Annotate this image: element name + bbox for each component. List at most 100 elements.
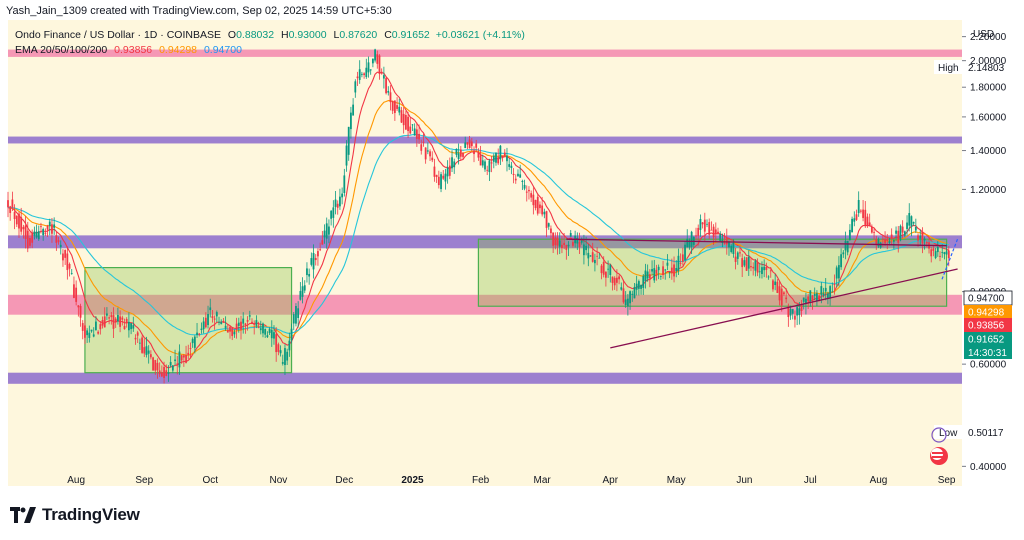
tradingview-logo[interactable]: TradingView	[10, 505, 140, 525]
candle	[506, 147, 508, 172]
candle	[796, 304, 799, 326]
candle	[15, 215, 18, 228]
candle	[237, 317, 240, 333]
candle	[7, 191, 9, 218]
candle	[51, 217, 53, 243]
candle-body	[686, 238, 689, 248]
candle	[361, 71, 363, 78]
price-axis[interactable]: USD 2.20000 2.00000 1.80000 1.60000 1.40000 1…	[962, 20, 1024, 486]
candle-body	[226, 330, 229, 333]
candle	[934, 248, 937, 260]
candle	[207, 305, 209, 329]
candle	[754, 259, 757, 277]
candle	[235, 317, 238, 339]
candle-body	[354, 81, 357, 93]
candle-body	[550, 228, 552, 234]
candle-body	[668, 272, 671, 274]
candle-body	[325, 223, 328, 239]
time-axis[interactable]: Aug Sep Oct Nov Dec 2025 Feb Mar Apr May Jun Jul Aug…	[67, 475, 956, 486]
candle	[367, 56, 370, 78]
candle-body	[279, 350, 282, 354]
candle	[791, 308, 794, 320]
time-label-2: Oct	[202, 475, 218, 486]
candle	[873, 228, 875, 240]
candle	[9, 205, 12, 221]
candle-body	[761, 267, 763, 275]
candle	[866, 213, 869, 228]
candle-body	[728, 241, 730, 248]
candle-body	[508, 164, 511, 167]
candle	[642, 274, 645, 295]
candle-body	[712, 226, 715, 238]
candle-body	[231, 327, 234, 337]
candle-body	[481, 160, 484, 166]
candle	[371, 58, 374, 68]
candle-body	[646, 271, 649, 279]
candle	[314, 254, 317, 266]
candle	[868, 213, 871, 227]
candle-body	[591, 252, 594, 262]
time-label-6: Feb	[472, 475, 490, 486]
candle	[200, 322, 203, 334]
candle	[317, 248, 319, 266]
time-label-11: Jul	[804, 475, 817, 486]
candle-body	[187, 352, 190, 355]
candle	[57, 236, 60, 245]
candle-body	[121, 317, 124, 320]
candle	[339, 188, 341, 210]
candle-body	[657, 266, 660, 271]
candle	[800, 299, 803, 317]
candle-body	[765, 266, 768, 270]
candle	[123, 318, 126, 330]
candle-body	[528, 189, 530, 192]
candle-body	[363, 73, 366, 76]
candle	[163, 361, 165, 384]
candle-body	[853, 218, 856, 222]
candle-body	[147, 350, 150, 354]
candle-body	[418, 133, 420, 140]
candle	[833, 274, 836, 295]
chart-area[interactable]: USD 2.20000 2.00000 1.80000 1.60000 1.40000 1…	[0, 20, 1024, 500]
candle-body	[530, 193, 533, 198]
candle-body	[391, 100, 394, 111]
currency-label: USD	[973, 29, 994, 40]
candle	[763, 259, 766, 278]
candle-body	[233, 331, 236, 335]
price-badge-value-0: 0.94700	[968, 294, 1005, 305]
candle	[117, 307, 119, 325]
candle	[420, 139, 423, 155]
candle-body	[35, 231, 38, 238]
candle	[332, 200, 335, 228]
candle-body	[244, 323, 247, 326]
candle	[13, 204, 16, 230]
candle-body	[662, 266, 664, 275]
candle	[895, 226, 897, 241]
candle-body	[306, 268, 308, 276]
candle	[114, 317, 117, 328]
time-label-10: Jun	[736, 475, 752, 486]
candle-body	[670, 267, 673, 274]
price-badge-3	[964, 332, 1012, 346]
candle	[637, 279, 640, 296]
candle	[24, 216, 27, 249]
candle	[859, 209, 862, 214]
candle-body	[576, 237, 579, 244]
price-tick-label-5: 1.20000	[970, 185, 1007, 196]
candle-body	[910, 216, 913, 227]
candle-body	[767, 276, 770, 278]
candle	[352, 98, 355, 116]
candle	[202, 317, 205, 334]
candle	[343, 168, 346, 197]
candle	[844, 231, 847, 260]
candle	[936, 241, 939, 257]
candle	[310, 252, 313, 267]
candle	[651, 260, 653, 276]
candle-body	[906, 222, 908, 229]
candle-body	[312, 253, 315, 270]
candle-body	[198, 333, 201, 335]
candle-body	[92, 334, 95, 337]
candle-body	[881, 239, 884, 240]
candle-body	[451, 157, 453, 169]
candle	[635, 275, 638, 296]
candle-body	[939, 255, 941, 257]
